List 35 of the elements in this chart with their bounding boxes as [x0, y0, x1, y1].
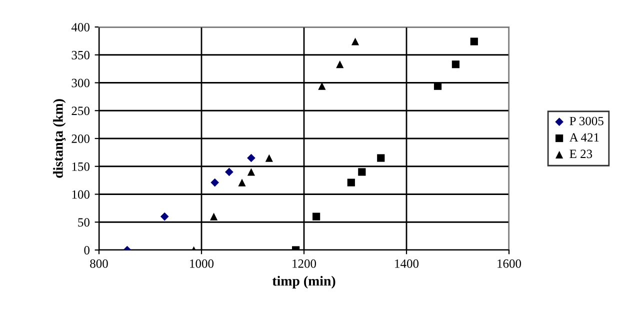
x-tick-label: 1000	[190, 259, 214, 268]
y-tick-label: 250	[72, 106, 90, 116]
y-tick-label: 50	[78, 218, 90, 227]
point	[351, 38, 360, 46]
y-tick-label: 350	[72, 50, 90, 60]
x-tick-label: 1400	[395, 259, 419, 268]
point	[470, 38, 478, 46]
point	[452, 60, 460, 68]
y-tick-label: 150	[72, 162, 90, 171]
point	[238, 178, 246, 186]
legend-label: P 3005	[570, 116, 604, 126]
point	[225, 168, 234, 176]
point	[358, 168, 366, 176]
point	[210, 178, 219, 187]
point	[160, 212, 169, 221]
point	[336, 60, 344, 68]
y-tick-label: 200	[72, 134, 90, 143]
y-tick-label: 0	[84, 246, 90, 254]
legend-label: E 23	[570, 150, 592, 158]
point	[265, 154, 273, 162]
point	[347, 178, 355, 186]
x-tick-label: 800	[90, 259, 108, 268]
y-tick-label: 400	[71, 23, 90, 32]
y-tick-label: 100	[72, 190, 90, 199]
legend-label: A 421	[569, 133, 599, 142]
x-tick-label: 1200	[292, 259, 316, 268]
y-tick-label: 300	[72, 78, 90, 88]
point	[247, 154, 256, 162]
point	[377, 154, 385, 162]
point	[210, 212, 218, 220]
point	[247, 168, 256, 176]
x-axis-title: timp (min)	[272, 276, 336, 289]
point	[312, 212, 320, 220]
x-tick-label: 1600	[498, 259, 522, 268]
y-axis-title: distanţa (km)	[53, 99, 66, 178]
